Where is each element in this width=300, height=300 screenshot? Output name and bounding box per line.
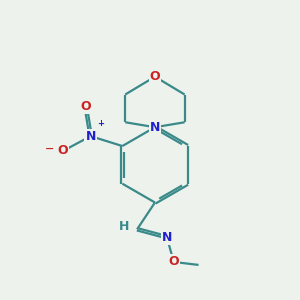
Text: +: + [97, 119, 104, 128]
Text: O: O [150, 70, 160, 83]
Text: H: H [119, 220, 129, 233]
Text: −: − [45, 144, 55, 154]
Text: O: O [80, 100, 91, 113]
Text: O: O [58, 145, 68, 158]
Text: N: N [85, 130, 96, 142]
Text: N: N [162, 231, 172, 244]
Text: N: N [150, 121, 160, 134]
Text: O: O [169, 256, 179, 268]
